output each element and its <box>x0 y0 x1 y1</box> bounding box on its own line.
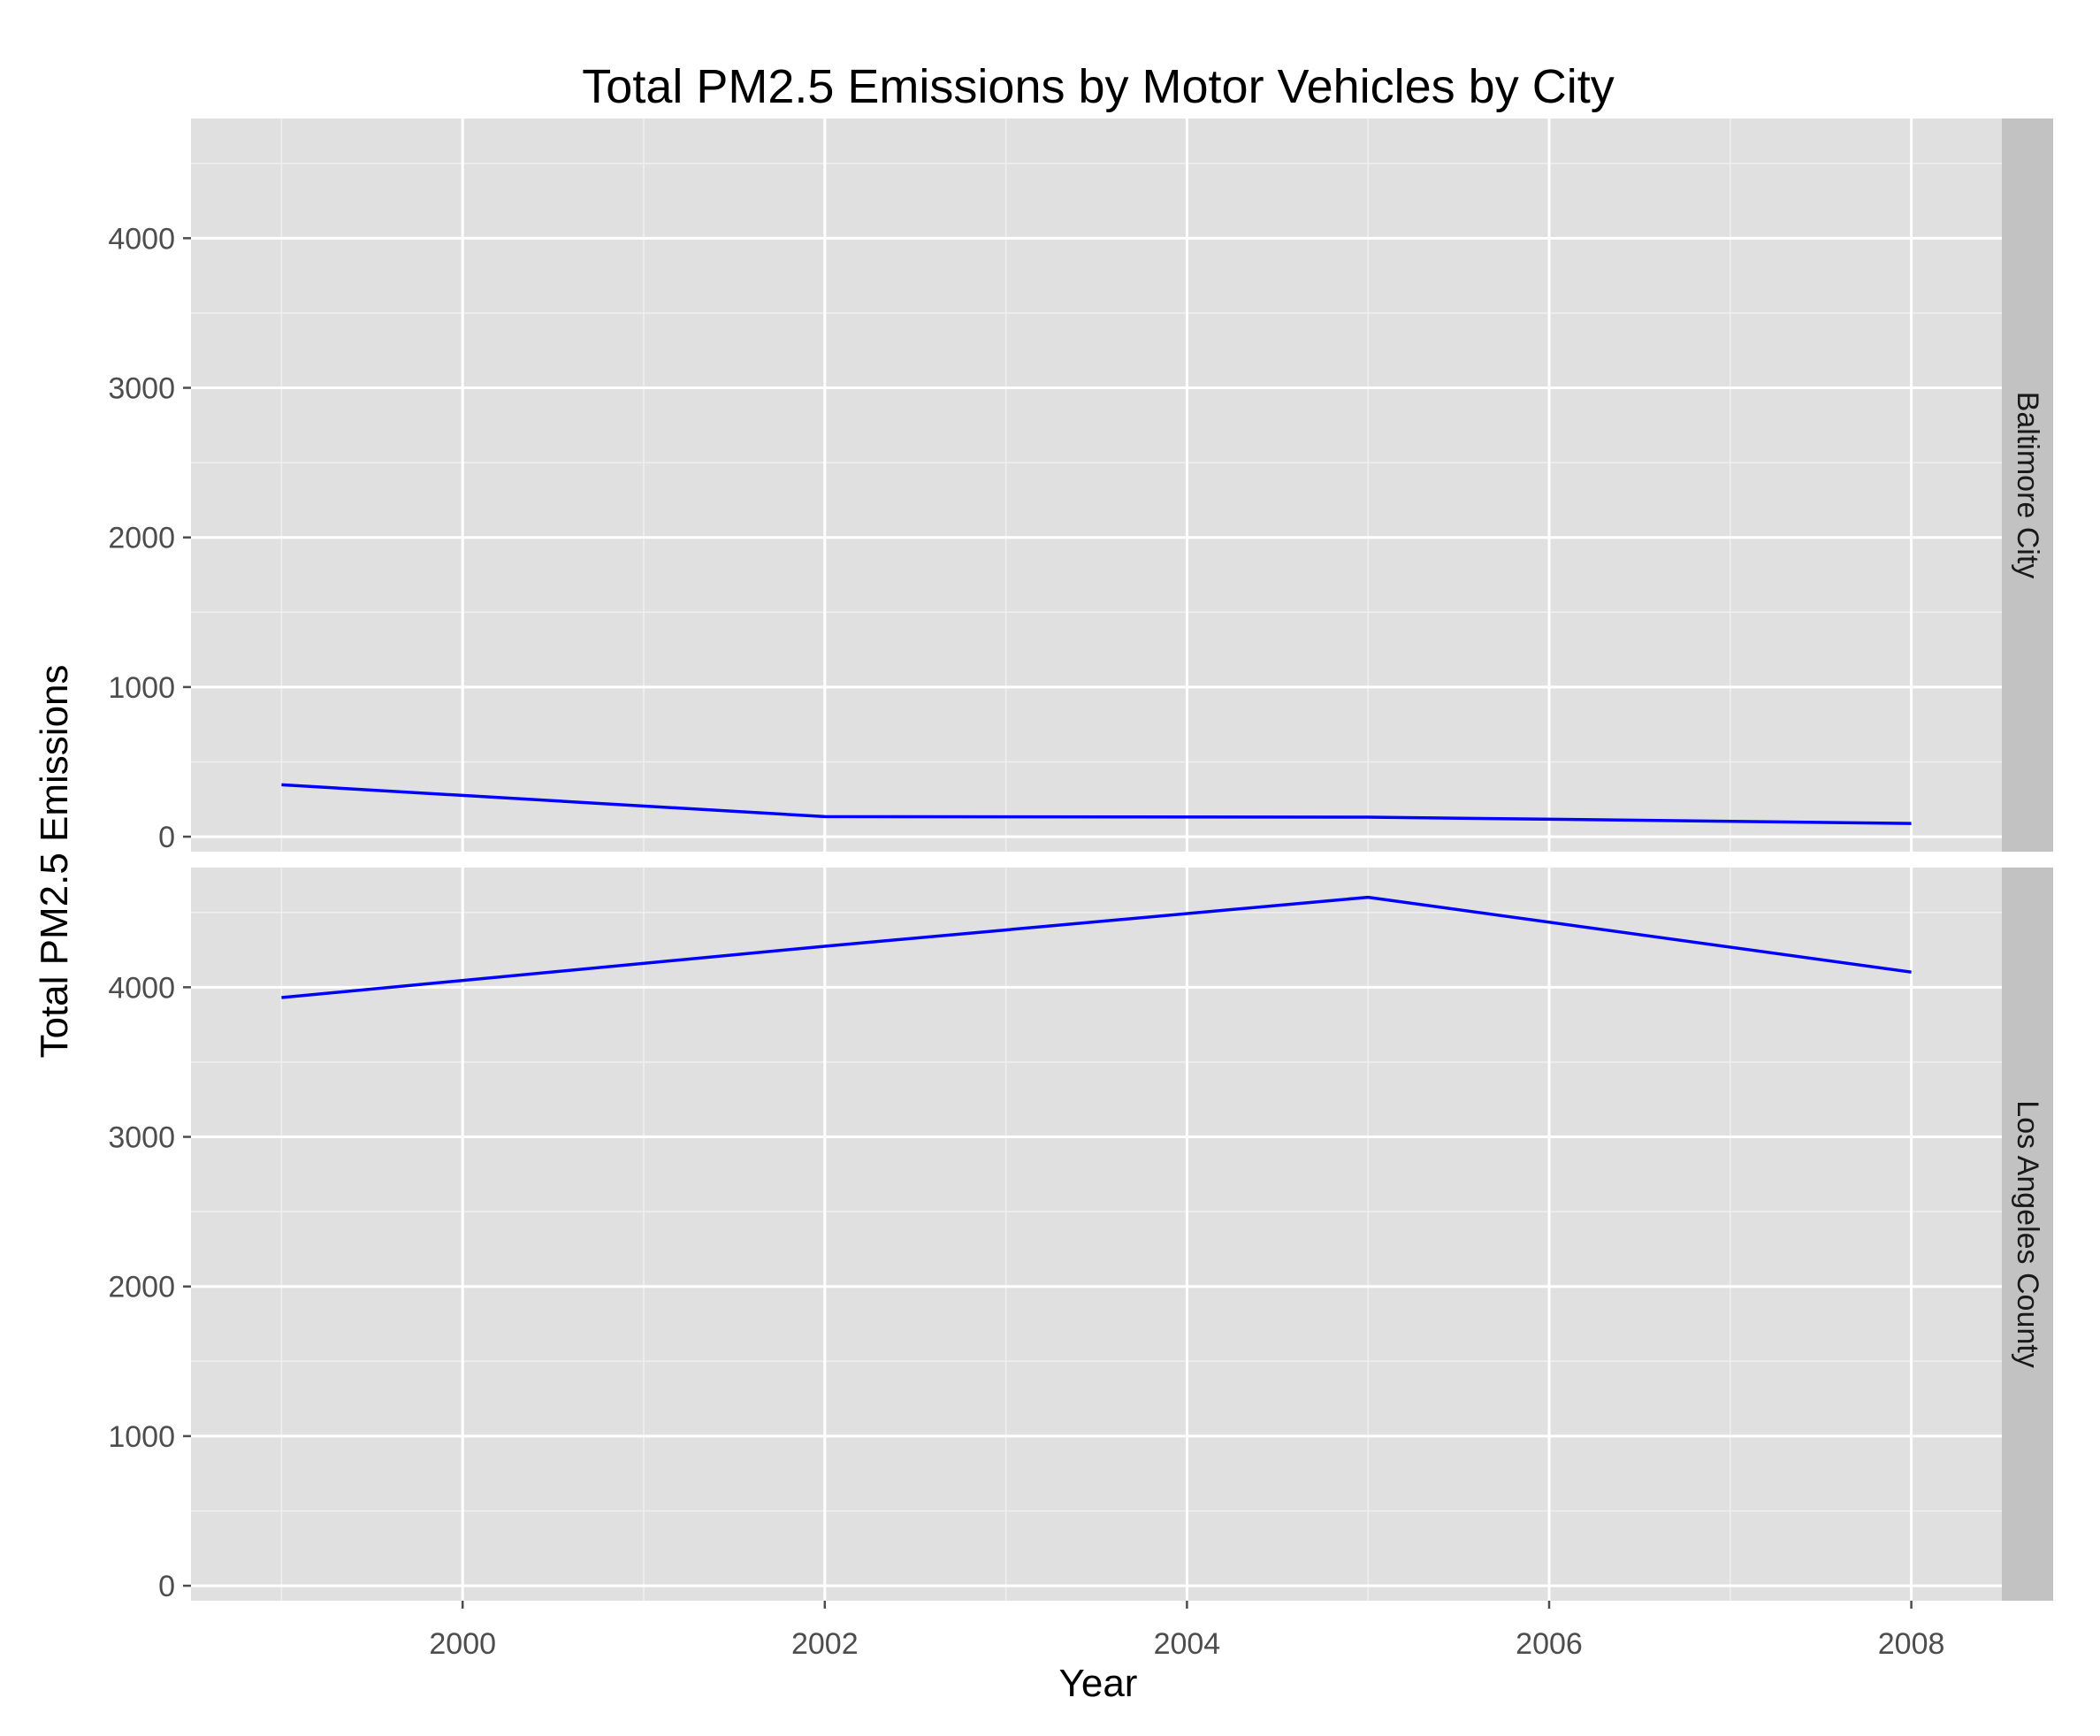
x-axis-title: Year <box>1059 1662 1138 1705</box>
y-axis-title: Total PM2.5 Emissions <box>33 664 76 1058</box>
y-tick-label: 0 <box>158 1570 175 1603</box>
y-tick-label: 1000 <box>108 1420 175 1454</box>
facet-strip <box>2002 868 2053 1601</box>
facet-panel: 0 1000 2000 3000 4000 Baltimore City <box>108 119 2053 854</box>
x-tick-label: 2006 <box>1516 1627 1583 1661</box>
facet-strip <box>2002 119 2053 852</box>
facet-panel: 0 1000 2000 3000 4000 Los Angeles County <box>108 868 2053 1603</box>
series-line <box>281 895 1912 999</box>
x-tick-label: 2008 <box>1878 1627 1945 1661</box>
x-tick-label: 2004 <box>1154 1627 1221 1661</box>
y-tick-label: 2000 <box>108 522 175 555</box>
x-tick-label: 2000 <box>429 1627 496 1661</box>
y-tick-label: 2000 <box>108 1271 175 1304</box>
y-tick-label: 1000 <box>108 671 175 705</box>
x-axis: 2000 2002 2004 2006 2008 <box>429 1601 1944 1661</box>
chart-title: Total PM2.5 Emissions by Motor Vehicles … <box>582 60 1614 113</box>
x-tick-label: 2002 <box>791 1627 859 1661</box>
facet-strip-label: Baltimore City <box>2011 392 2044 579</box>
y-tick-label: 3000 <box>108 1121 175 1155</box>
y-tick-label: 0 <box>158 821 175 854</box>
y-tick-label: 4000 <box>108 971 175 1005</box>
facet-panels: 0 1000 2000 3000 4000 Baltimore City 0 1000 2000… <box>108 119 2053 1603</box>
y-tick-label: 3000 <box>108 372 175 406</box>
facet-strip-label: Los Angeles County <box>2011 1100 2044 1367</box>
y-tick-label: 4000 <box>108 222 175 256</box>
panel-background <box>191 868 2002 1601</box>
panel-background <box>191 119 2002 852</box>
series-line <box>281 783 1912 825</box>
